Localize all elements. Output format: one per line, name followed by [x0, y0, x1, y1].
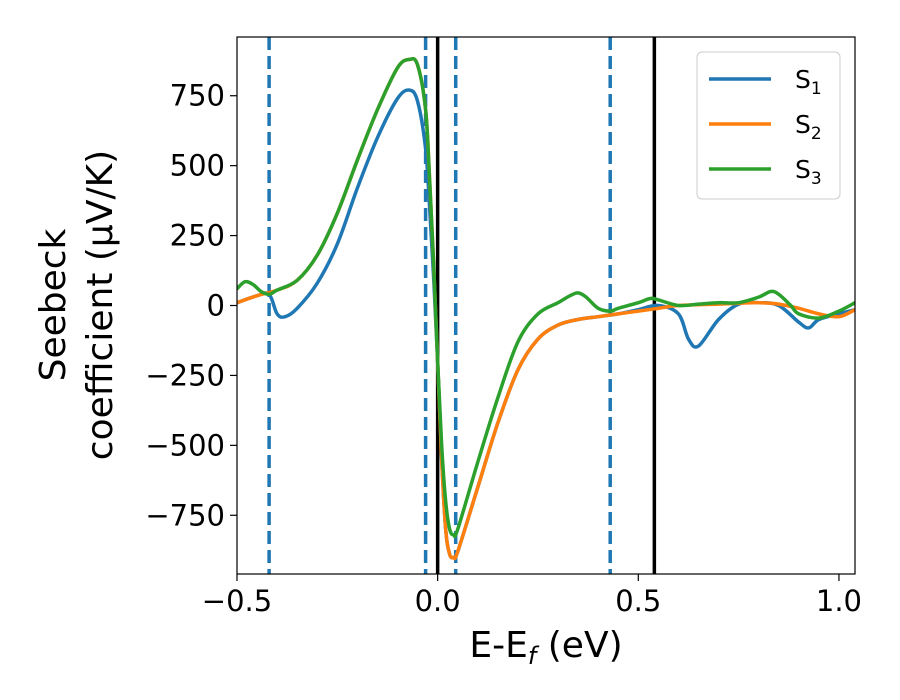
x-axis-label: E-Ef (eV) — [469, 625, 622, 670]
y-tick-label: 250 — [170, 219, 225, 253]
legend: S1 S2 S3 — [696, 51, 841, 200]
legend-label-s1: S1 — [795, 65, 822, 99]
y-axis-label-line1: Seebeck — [33, 228, 74, 381]
y-tick-label: −250 — [145, 358, 225, 392]
x-tick-label: −0.5 — [202, 584, 272, 618]
data-series — [237, 56, 855, 561]
y-axis-label-line2: coefficient (μV/K) — [80, 150, 121, 460]
y-axis-ticks: −750 −500 −250 0 250 500 750 — [145, 79, 237, 532]
x-tick-label: 1.0 — [816, 584, 862, 618]
series-line-s3 — [237, 56, 855, 539]
x-axis-ticks: −0.5 0.0 0.5 1.0 — [202, 574, 862, 618]
y-tick-label: 750 — [170, 79, 225, 113]
x-tick-label: 0.0 — [415, 584, 461, 618]
x-tick-label: 0.5 — [615, 584, 661, 618]
legend-label-s3: S3 — [795, 155, 822, 189]
y-tick-label: 0 — [207, 289, 225, 323]
legend-label-s2: S2 — [795, 110, 822, 144]
y-tick-label: −500 — [145, 428, 225, 462]
y-tick-label: −750 — [145, 498, 225, 532]
y-tick-label: 500 — [170, 149, 225, 183]
